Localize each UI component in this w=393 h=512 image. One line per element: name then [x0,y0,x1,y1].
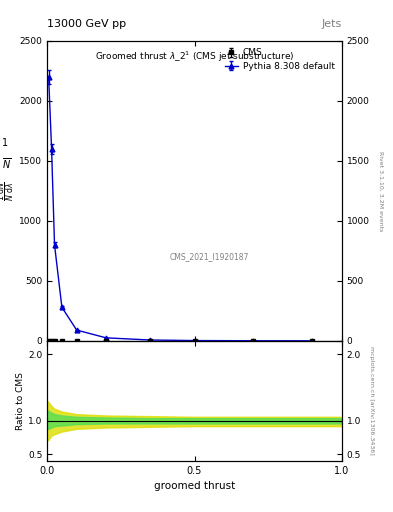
Text: CMS_2021_I1920187: CMS_2021_I1920187 [170,252,249,262]
Text: Groomed thrust $\lambda\_2^1$ (CMS jet substructure): Groomed thrust $\lambda\_2^1$ (CMS jet s… [95,50,294,65]
Y-axis label: Rivet 3.1.10, 3.2M events: Rivet 3.1.10, 3.2M events [378,151,383,231]
Text: 13000 GeV pp: 13000 GeV pp [47,19,126,29]
Y-axis label: Ratio to CMS: Ratio to CMS [16,372,25,430]
Legend: CMS, Pythia 8.308 default: CMS, Pythia 8.308 default [222,46,338,73]
Y-axis label: $\frac{1}{N}\frac{\mathrm{d}N}{\mathrm{d}\lambda}$: $\frac{1}{N}\frac{\mathrm{d}N}{\mathrm{d… [0,181,17,201]
X-axis label: groomed thrust: groomed thrust [154,481,235,491]
Text: 1: 1 [2,138,8,148]
Y-axis label: mcplots.cern.ch [arXiv:1306.3436]: mcplots.cern.ch [arXiv:1306.3436] [369,347,375,455]
Text: Jets: Jets [321,19,342,29]
Text: $\overline{N}$: $\overline{N}$ [2,157,11,171]
